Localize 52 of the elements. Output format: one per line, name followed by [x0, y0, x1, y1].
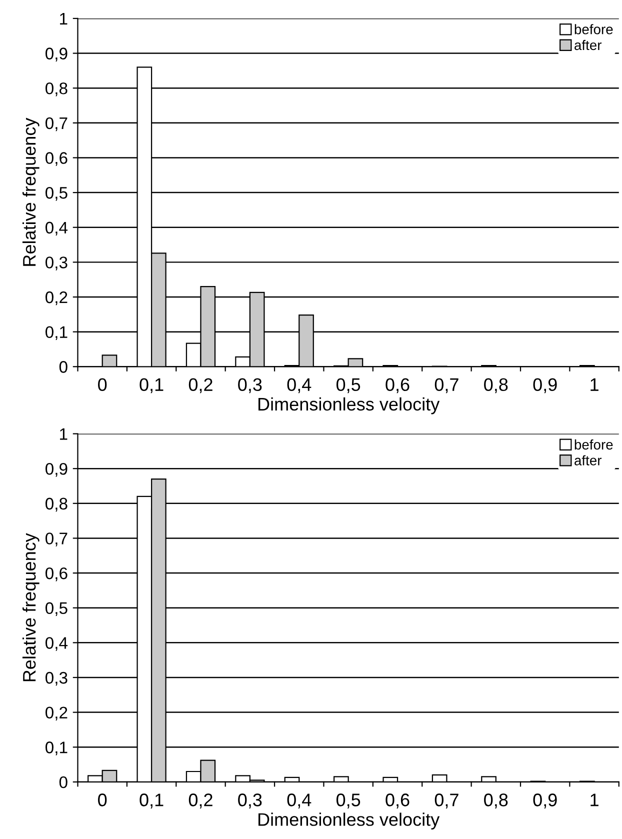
- x-tick-label: 0,7: [434, 794, 458, 808]
- x-tick-label: 0,2: [188, 794, 212, 808]
- x-tick-label: 0,3: [238, 378, 262, 394]
- x-tick-label: 0,1: [140, 378, 164, 394]
- y-tick-label: 0,7: [46, 532, 68, 546]
- y-tick-label: 0,4: [46, 222, 68, 236]
- y-tick-label: 0,1: [46, 326, 68, 340]
- y-tick-label: 0,3: [46, 256, 68, 270]
- x-tick-label: 0,5: [336, 794, 360, 808]
- y-tick-label: 0,2: [46, 706, 68, 720]
- x-tick-label: 0: [98, 794, 107, 806]
- y-tick-label: 0,4: [46, 637, 68, 651]
- x-tick-label: 0,7: [434, 378, 458, 394]
- y-tick-label: 0,1: [46, 742, 68, 756]
- y-tick-label: 0,9: [46, 462, 68, 477]
- y-tick-label: 0,3: [46, 672, 68, 686]
- x-tick-label: 0,9: [533, 794, 557, 808]
- x-tick-label: 0: [98, 378, 107, 392]
- legend-label: before: [574, 439, 613, 450]
- legend-label: before: [574, 24, 613, 34]
- y-tick-label: 1: [60, 13, 68, 24]
- x-tick-label: 1: [590, 378, 598, 391]
- y-tick-label: 0,6: [46, 152, 68, 166]
- y-tick-label: 0,8: [46, 498, 68, 512]
- y-tick-label: 0,6: [46, 567, 68, 582]
- x-tick-label: 0,4: [287, 794, 312, 808]
- y-tick-label: 0,7: [46, 117, 68, 132]
- y-tick-label: 0,8: [46, 82, 68, 96]
- x-axis-title: Dimensionless velocity: [258, 397, 440, 414]
- legend-label: after: [574, 455, 602, 466]
- x-tick-label: 1: [590, 794, 598, 806]
- y-tick-label: 0,5: [46, 602, 68, 616]
- legend-label: after: [574, 40, 602, 50]
- x-tick-label: 0,2: [188, 378, 212, 394]
- x-tick-label: 0,1: [140, 794, 164, 808]
- x-tick-label: 0,6: [386, 794, 410, 808]
- x-tick-label: 0,3: [238, 794, 262, 808]
- y-tick-label: 0,9: [46, 48, 68, 62]
- y-axis-title: Relative frequency: [22, 533, 40, 682]
- y-tick-label: 0: [59, 776, 68, 788]
- y-tick-label: 0: [59, 361, 68, 373]
- x-axis-title: Dimensionless velocity: [258, 812, 440, 830]
- y-axis-title: Relative frequency: [22, 118, 40, 266]
- x-tick-label: 0,9: [533, 378, 557, 394]
- y-tick-label: 0,2: [46, 291, 68, 306]
- x-tick-label: 0,4: [287, 378, 312, 394]
- x-tick-label: 0,5: [336, 378, 360, 394]
- x-tick-label: 0,6: [386, 378, 410, 394]
- x-tick-label: 0,8: [484, 378, 508, 394]
- x-tick-label: 0,8: [484, 794, 508, 808]
- y-tick-label: 0,5: [46, 186, 68, 201]
- y-tick-label: 1: [60, 428, 68, 440]
